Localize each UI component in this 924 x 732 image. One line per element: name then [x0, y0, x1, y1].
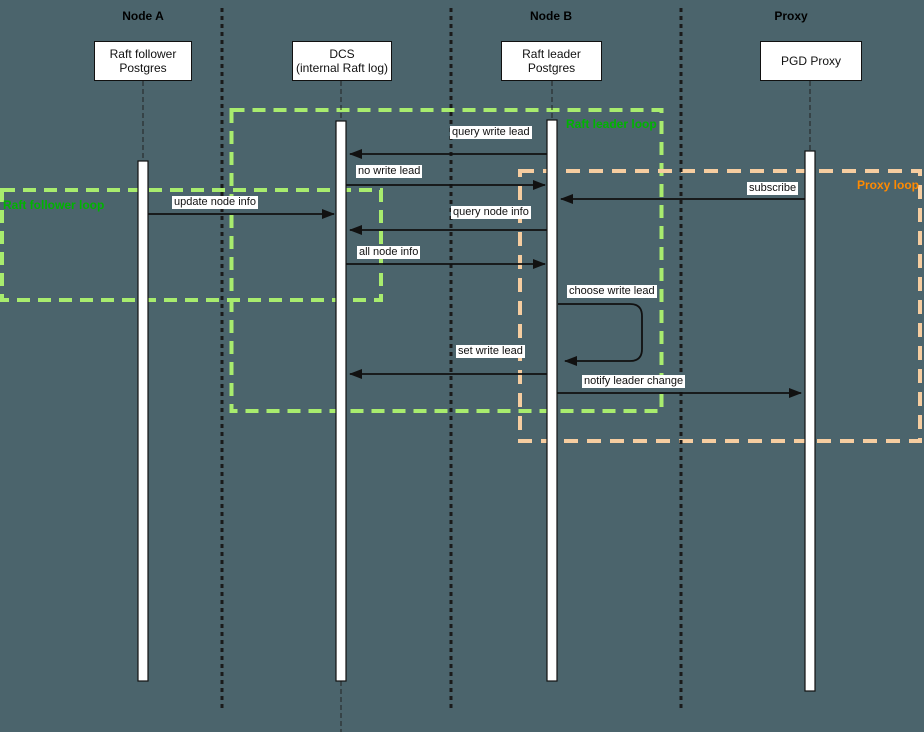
message-label-choose-write-lead: choose write lead	[567, 285, 657, 298]
message-label-query-node-info: query node info	[451, 206, 531, 219]
loop-frame-raft-follower	[0, 188, 383, 302]
activation-bar-node-a	[137, 160, 149, 682]
participant-title-node-a: Node A	[122, 9, 164, 23]
message-label-notify-leader-change: notify leader change	[582, 375, 686, 388]
activation-bar-proxy	[804, 150, 816, 692]
message-label-query-write-lead: query write lead	[450, 126, 532, 139]
message-label-set-write-lead: set write lead	[456, 345, 525, 358]
message-label-all-node-info: all node info	[357, 246, 421, 259]
message-label-no-write-lead: no write lead	[356, 165, 423, 178]
activation-bar-node-b	[546, 119, 558, 682]
participant-box-dcs: DCS (internal Raft log)	[292, 41, 392, 81]
arrow-choose-write-lead-self	[558, 303, 643, 366]
loop-label-raft-follower: Raft follower loop	[3, 198, 105, 212]
loop-label-proxy: Proxy loop	[857, 178, 920, 192]
loop-label-raft-leader: Raft leader loop	[566, 117, 657, 131]
loop-frame-proxy	[518, 169, 922, 443]
participant-box-raft-follower: Raft follower Postgres	[94, 41, 192, 81]
loop-frame-raft-leader	[229, 108, 664, 413]
activation-bar-dcs	[335, 120, 347, 682]
message-label-update-node-info: update node info	[172, 196, 258, 209]
participant-box-raft-leader: Raft leader Postgres	[501, 41, 602, 81]
participant-title-proxy: Proxy	[774, 9, 808, 23]
participant-title-node-b: Node B	[530, 9, 572, 23]
participant-box-pgd-proxy: PGD Proxy	[760, 41, 862, 81]
message-label-subscribe: subscribe	[747, 182, 799, 195]
